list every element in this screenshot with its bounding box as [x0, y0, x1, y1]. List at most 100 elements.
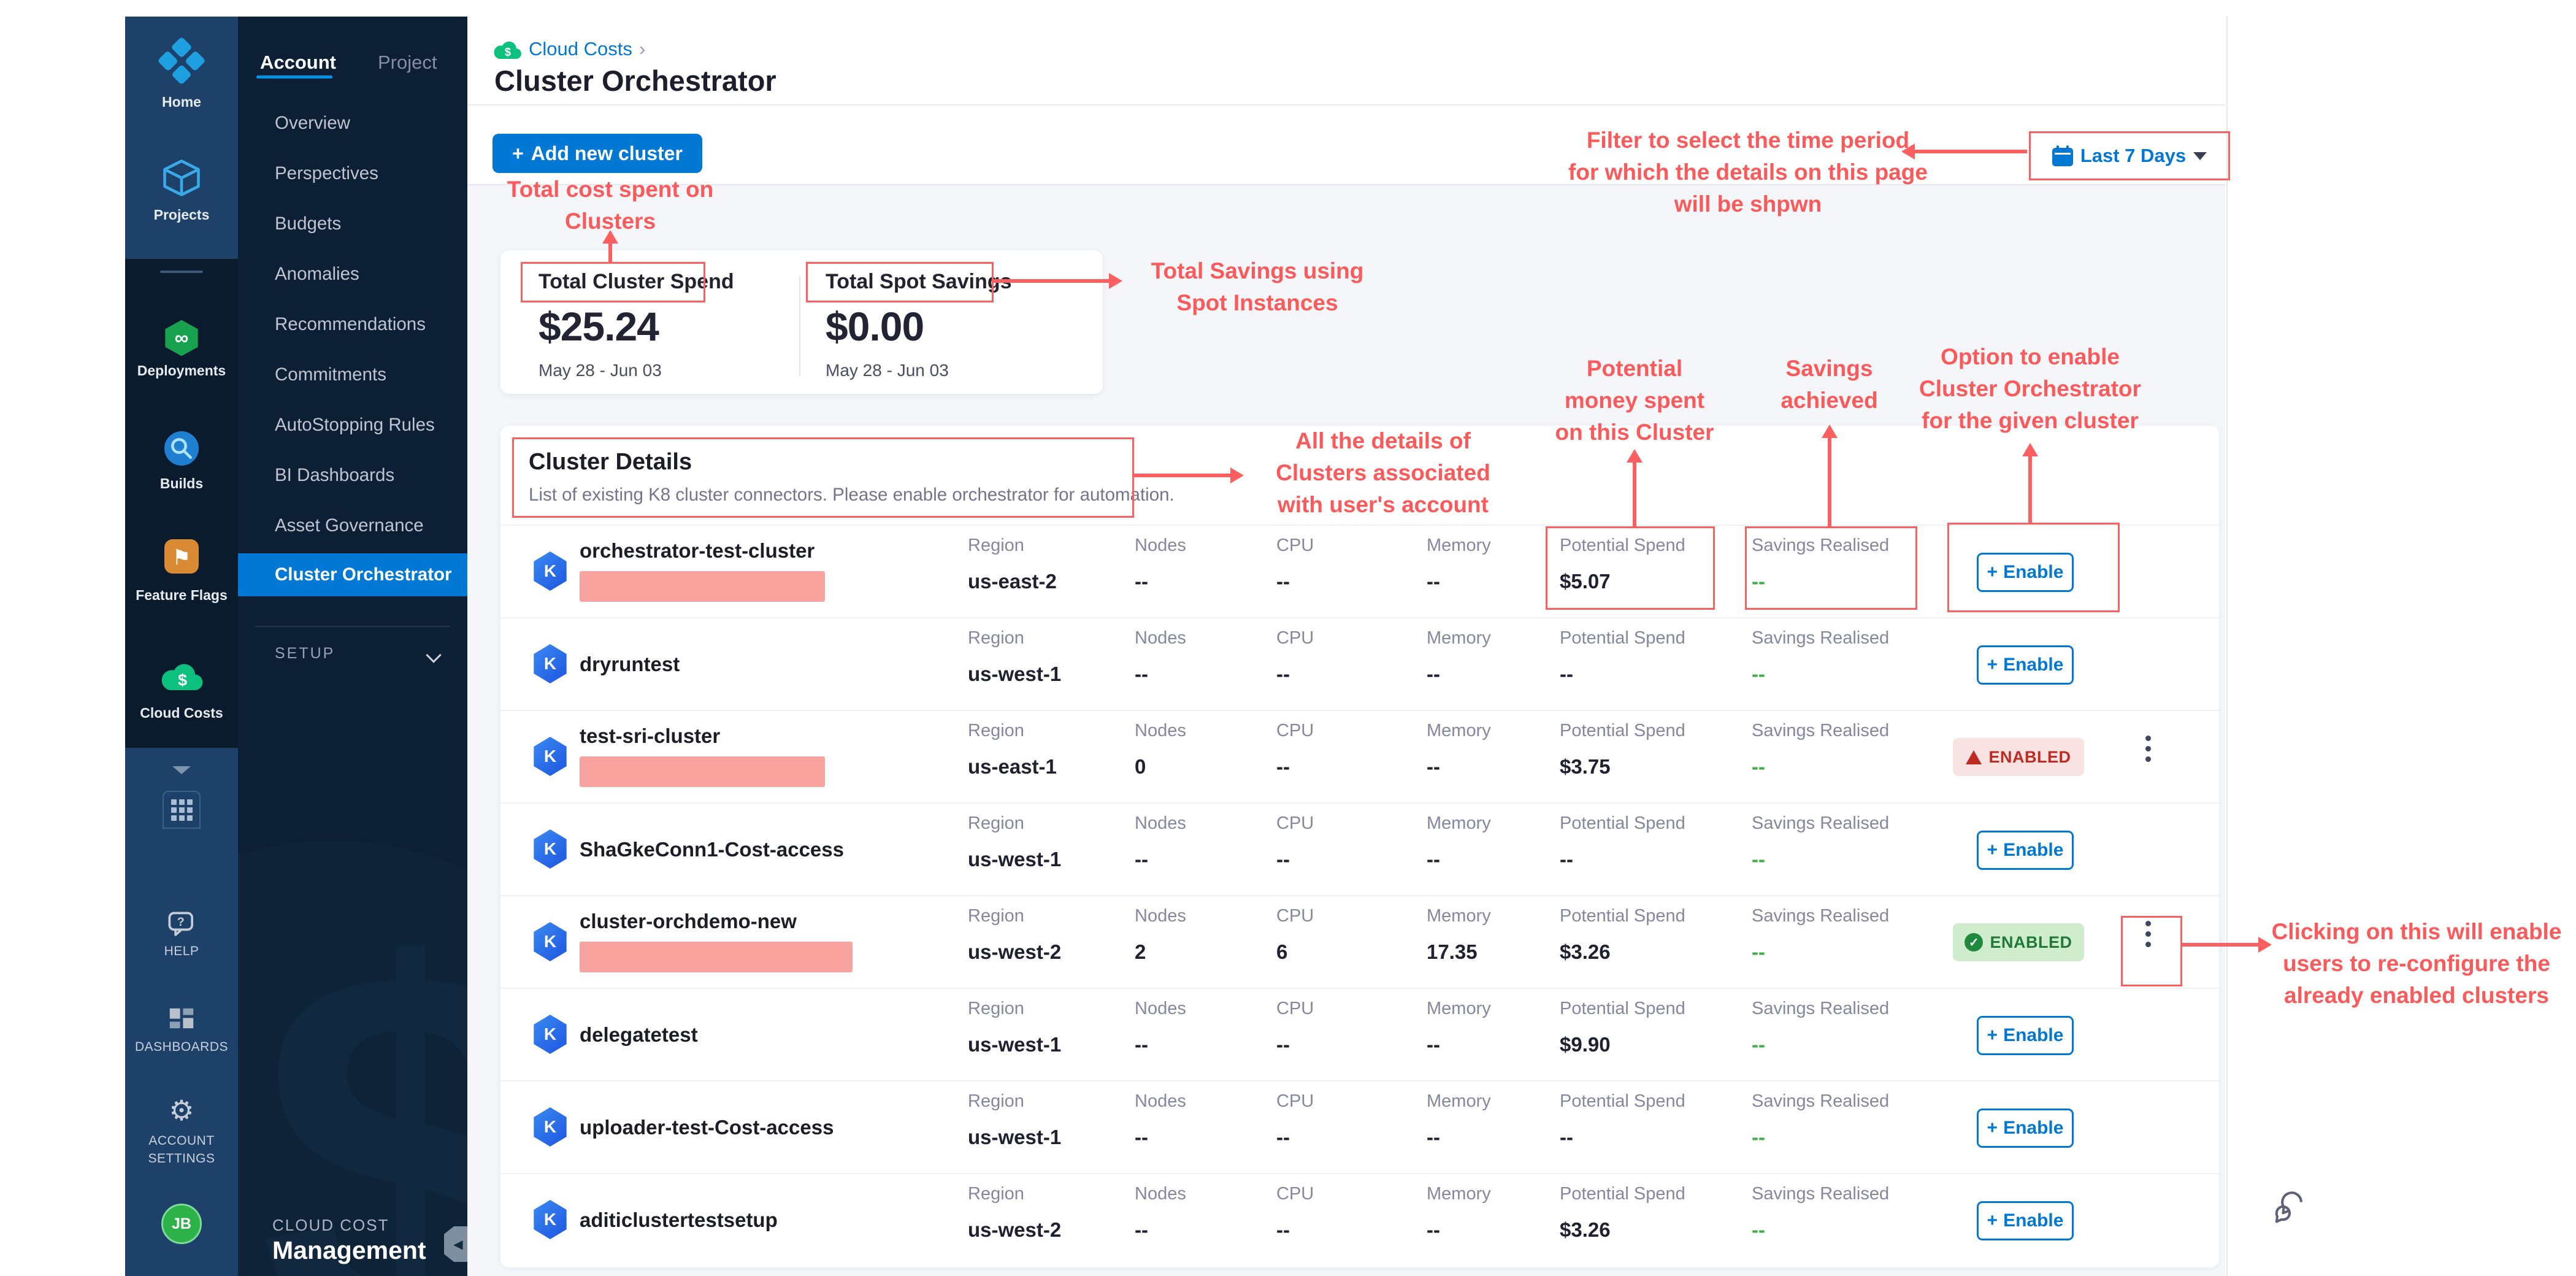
cell-value: us-west-1 [968, 848, 1062, 871]
annotation-box-savings-realised [1745, 526, 1917, 610]
k8s-glyph: K [543, 1210, 557, 1229]
cell-value: -- [1427, 848, 1440, 871]
tab-project[interactable]: Project [378, 52, 437, 73]
row-menu-button[interactable] [2142, 736, 2154, 762]
enable-button[interactable]: + Enable [1977, 1201, 2074, 1240]
cluster-details-title: Cluster Details [529, 449, 692, 475]
user-avatar[interactable]: JB [161, 1204, 202, 1244]
tab-underline [256, 75, 332, 79]
svg-text:$: $ [178, 671, 187, 690]
cell-value: -- [1427, 1218, 1440, 1241]
enable-button[interactable]: + Enable [1977, 645, 2074, 685]
column-label: Region [968, 906, 1024, 926]
enable-button[interactable]: + Enable [1977, 1109, 2074, 1148]
cluster-name: uploader-test-Cost-access [580, 1116, 834, 1139]
cell-value: 6 [1276, 940, 1288, 963]
cell-value: 0 [1135, 755, 1146, 778]
column-label: Memory [1427, 628, 1491, 648]
nav-brand-line1: CLOUD COST [272, 1216, 389, 1234]
cell-value: -- [1276, 663, 1290, 685]
cell-value: us-west-2 [968, 940, 1062, 963]
nav-item-perspectives[interactable]: Perspectives [275, 163, 378, 183]
chat-support-icon[interactable] [2269, 1189, 2310, 1227]
stat-period: May 28 - Jun 03 [826, 361, 949, 380]
nav-item-recommendations[interactable]: Recommendations [275, 314, 426, 334]
tab-account[interactable]: Account [260, 52, 336, 73]
card-divider [799, 276, 800, 375]
annotation-box-row-menu [2121, 916, 2182, 986]
cell-value: -- [1752, 570, 1765, 593]
svg-text:∞: ∞ [175, 327, 189, 349]
annotation-spot-savings: Total Savings using Spot Instances [1151, 258, 1364, 315]
cell-value: -- [1752, 1218, 1765, 1241]
cloud-costs-icon: $ [161, 664, 203, 691]
nav-item-autostopping-rules[interactable]: AutoStopping Rules [275, 415, 435, 435]
column-label: CPU [1276, 813, 1314, 833]
nav-item-bi-dashboards[interactable]: BI Dashboards [275, 465, 395, 485]
time-period-filter[interactable]: Last 7 Days [2036, 136, 2223, 175]
nav-item-asset-governance[interactable]: Asset Governance [275, 515, 424, 536]
column-label: Potential Spend [1560, 721, 1685, 740]
enable-label: Enable [2003, 655, 2064, 675]
enable-button[interactable]: + Enable [1977, 831, 2074, 870]
enabled-success-badge: ✓ ENABLED [1953, 923, 2084, 961]
cell-value: -- [1135, 848, 1148, 871]
svg-text:?: ? [177, 915, 185, 929]
annotation-potential-spend: Potential money spent on this Cluster [1555, 356, 1714, 445]
nav-brand-line2: Management [272, 1236, 426, 1264]
add-new-cluster-button[interactable]: + Add new cluster [493, 134, 702, 173]
toolbar-divider [467, 184, 2225, 185]
row-menu-button[interactable] [2142, 921, 2154, 947]
annotation-enable-option: Option to enable Cluster Orchestrator fo… [1919, 344, 2141, 433]
column-label: CPU [1276, 906, 1314, 926]
rail-label-home: Home [162, 94, 201, 110]
cell-value: -- [1560, 848, 1573, 871]
cloud-costs-nav: $ Account Project Overview Perspectives Bu… [238, 17, 467, 1276]
enable-button[interactable]: + Enable [1977, 1016, 2074, 1055]
rail-label-help: HELP [164, 944, 199, 958]
cell-value: us-west-2 [968, 1218, 1062, 1241]
k8s-glyph: K [543, 932, 557, 951]
cell-value: -- [1276, 1126, 1290, 1148]
nav-item-budgets[interactable]: Budgets [275, 213, 342, 234]
projects-cube-icon [163, 160, 200, 196]
column-label: Memory [1427, 536, 1491, 555]
enable-label: Enable [2003, 1118, 2064, 1138]
column-label: Savings Realised [1752, 536, 1890, 555]
nav-item-overview[interactable]: Overview [275, 113, 350, 133]
enabled-label: ENABLED [1988, 747, 2071, 766]
nav-item-commitments[interactable]: Commitments [275, 364, 386, 385]
cell-value: $5.07 [1560, 570, 1611, 593]
column-label: Savings Realised [1752, 1184, 1890, 1204]
cell-value: us-west-1 [968, 1126, 1062, 1148]
enable-button[interactable]: + Enable [1977, 553, 2074, 592]
cluster-details-section: Cluster Details List of existing K8 clus… [500, 426, 2219, 1267]
column-label: Nodes [1135, 906, 1186, 926]
cell-value: us-east-1 [968, 755, 1057, 778]
column-label: Memory [1427, 906, 1491, 926]
nav-collapse-button[interactable]: ◀ [444, 1226, 467, 1262]
nav-item-cluster-orchestrator[interactable]: Cluster Orchestrator [238, 553, 467, 596]
breadcrumb[interactable]: Cloud Costs [529, 38, 632, 60]
enabled-warning-badge: ENABLED [1953, 738, 2084, 776]
annotation-box-enable-button [1947, 523, 2120, 612]
setup-section[interactable]: SETUP [275, 645, 335, 662]
kubernetes-cluster-icon: K [534, 1015, 567, 1054]
annotation-arrow-option [2022, 443, 2038, 523]
gear-icon: ⚙ [169, 1094, 194, 1126]
cluster-name: aditiclustertestsetup [580, 1209, 778, 1231]
chevron-down-icon[interactable] [172, 766, 191, 774]
cell-value: -- [1276, 755, 1290, 778]
annotation-box-total-spot-savings [806, 262, 994, 302]
column-label: Nodes [1135, 721, 1186, 740]
redaction-bar [580, 571, 825, 602]
nav-item-anomalies[interactable]: Anomalies [275, 264, 359, 284]
apps-grid-icon[interactable] [163, 791, 201, 829]
cell-value: -- [1135, 1126, 1148, 1148]
cell-value: $3.26 [1560, 940, 1611, 963]
column-label: Nodes [1135, 628, 1186, 648]
cell-value: $3.26 [1560, 1218, 1611, 1241]
